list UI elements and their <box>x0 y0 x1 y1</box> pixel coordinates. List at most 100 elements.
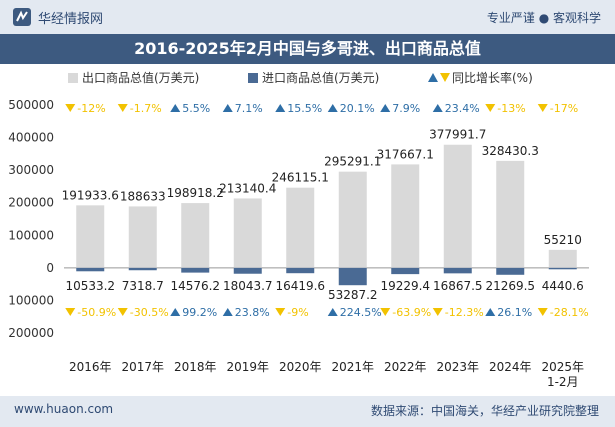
export-value-label: 317667.1 <box>377 147 434 161</box>
import-growth-rate: -9% <box>275 306 309 319</box>
down-arrow-icon <box>380 308 391 316</box>
growth-rate-label: -9% <box>287 306 308 319</box>
import-value-label: 16419.6 <box>275 279 325 293</box>
down-arrow-icon <box>537 104 548 112</box>
legend-label-export: 出口商品总值(万美元) <box>82 70 199 85</box>
footer-bar <box>0 396 615 427</box>
export-value-label: 295291.1 <box>324 155 381 169</box>
import-growth-rate: 224.5% <box>327 306 382 319</box>
up-arrow-icon <box>275 104 286 112</box>
data-source: 数据来源：中国海关，华经产业研究院整理 <box>370 404 599 418</box>
export-value-label: 213140.4 <box>219 181 276 195</box>
export-growth-rate: 20.1% <box>327 102 375 115</box>
growth-rate-label: -17% <box>550 102 578 115</box>
y-tick-label: 100000 <box>8 228 54 242</box>
title-bar <box>0 34 615 64</box>
y-tick-label: 200000 <box>8 326 54 340</box>
chart: 出口商品总值(万美元) 进口商品总值(万美元) 同比增长率(%) 500000 4000… <box>8 70 589 389</box>
import-value-label: 10533.2 <box>65 279 115 293</box>
y-tick-label: 500000 <box>8 98 54 112</box>
growth-rate-label: 26.1% <box>497 306 532 319</box>
export-bar <box>443 144 472 268</box>
growth-rate-label: -30.5% <box>130 306 169 319</box>
export-value-label: 377991.7 <box>429 128 486 142</box>
growth-rate-label: -50.9% <box>77 306 116 319</box>
chart-title: 2016-2025年2月中国与多哥进、出口商品总值 <box>134 39 481 58</box>
up-arrow-icon <box>170 104 181 112</box>
import-growth-rate: -28.1% <box>537 306 589 319</box>
top-bar <box>0 0 615 34</box>
growth-rate-label: -12.3% <box>445 306 484 319</box>
growth-rate-label: -13% <box>497 102 525 115</box>
import-bar <box>548 267 577 270</box>
up-arrow-icon <box>380 104 391 112</box>
growth-rate-label: -1.7% <box>130 102 162 115</box>
export-bar <box>76 205 105 268</box>
export-bar <box>286 187 315 268</box>
up-arrow-icon <box>432 104 443 112</box>
down-arrow-icon <box>432 308 443 316</box>
export-bar <box>128 206 157 268</box>
export-value-label: 191933.6 <box>62 188 119 202</box>
export-growth-rate: 7.9% <box>380 102 420 115</box>
x-tick-label: 2020年 <box>279 360 322 374</box>
x-tick-label: 2016年 <box>69 360 112 374</box>
export-growth-rate: -12% <box>65 102 106 115</box>
export-bar <box>496 160 525 268</box>
x-tick-label: 2021年 <box>331 360 374 374</box>
down-arrow-icon <box>65 308 76 316</box>
up-arrow-icon <box>222 308 233 316</box>
import-growth-rate: -12.3% <box>432 306 484 319</box>
growth-rate-label: 224.5% <box>340 306 382 319</box>
import-value-label: 16867.5 <box>433 279 483 293</box>
import-bar <box>233 267 262 274</box>
import-value-label: 53287.2 <box>328 288 378 302</box>
growth-rate-label: 23.4% <box>445 102 480 115</box>
x-tick-label: 2025年 <box>541 360 584 374</box>
growth-rate-label: -28.1% <box>550 306 589 319</box>
brand-name: 华经情报网 <box>38 12 104 27</box>
import-bar <box>76 267 105 272</box>
up-arrow-icon <box>485 308 496 316</box>
import-growth-rate: 26.1% <box>485 306 532 319</box>
import-bar <box>181 267 210 273</box>
export-value-label: 188633 <box>120 189 166 203</box>
import-bar <box>338 267 367 286</box>
import-bar <box>496 267 525 275</box>
growth-rate-label: 15.5% <box>287 102 322 115</box>
growth-rate-label: 7.1% <box>235 102 263 115</box>
export-bar <box>548 249 577 268</box>
website-link[interactable]: www.huaon.com <box>14 402 114 416</box>
down-arrow-icon <box>65 104 76 112</box>
export-growth-rate: -13% <box>485 102 526 115</box>
import-value-label: 7318.7 <box>122 279 164 293</box>
x-tick-label: 2023年 <box>436 360 479 374</box>
import-growth-rate: -50.9% <box>65 306 116 319</box>
import-value-label: 14576.2 <box>170 279 220 293</box>
growth-rate-label: 5.5% <box>182 102 210 115</box>
import-value-label: 19229.4 <box>380 279 430 293</box>
x-tick-label: 1-2月 <box>547 375 579 389</box>
import-bar <box>443 267 472 274</box>
slogan: 专业严谨 ● 客观科学 <box>486 11 601 25</box>
up-arrow-icon <box>222 104 233 112</box>
y-tick-label: 300000 <box>8 163 54 177</box>
export-bar <box>233 198 262 268</box>
legend-label-import: 进口商品总值(万美元) <box>262 70 379 85</box>
down-arrow-icon <box>537 308 548 316</box>
import-value-label: 21269.5 <box>485 279 535 293</box>
growth-rate-label: -63.9% <box>392 306 431 319</box>
huajing-logo-icon <box>13 8 31 26</box>
import-growth-rate: -30.5% <box>117 306 169 319</box>
x-tick-label: 2017年 <box>121 360 164 374</box>
export-value-label: 55210 <box>544 233 582 247</box>
y-tick-label: 200000 <box>8 196 54 210</box>
y-tick-label: 0 <box>46 261 54 275</box>
legend-down-arrow-icon <box>440 73 450 82</box>
export-value-label: 328430.3 <box>482 144 539 158</box>
x-tick-label: 2019年 <box>226 360 269 374</box>
growth-rate-label: 20.1% <box>340 102 375 115</box>
y-tick-label: 100000 <box>8 293 54 307</box>
import-bar <box>128 267 157 271</box>
